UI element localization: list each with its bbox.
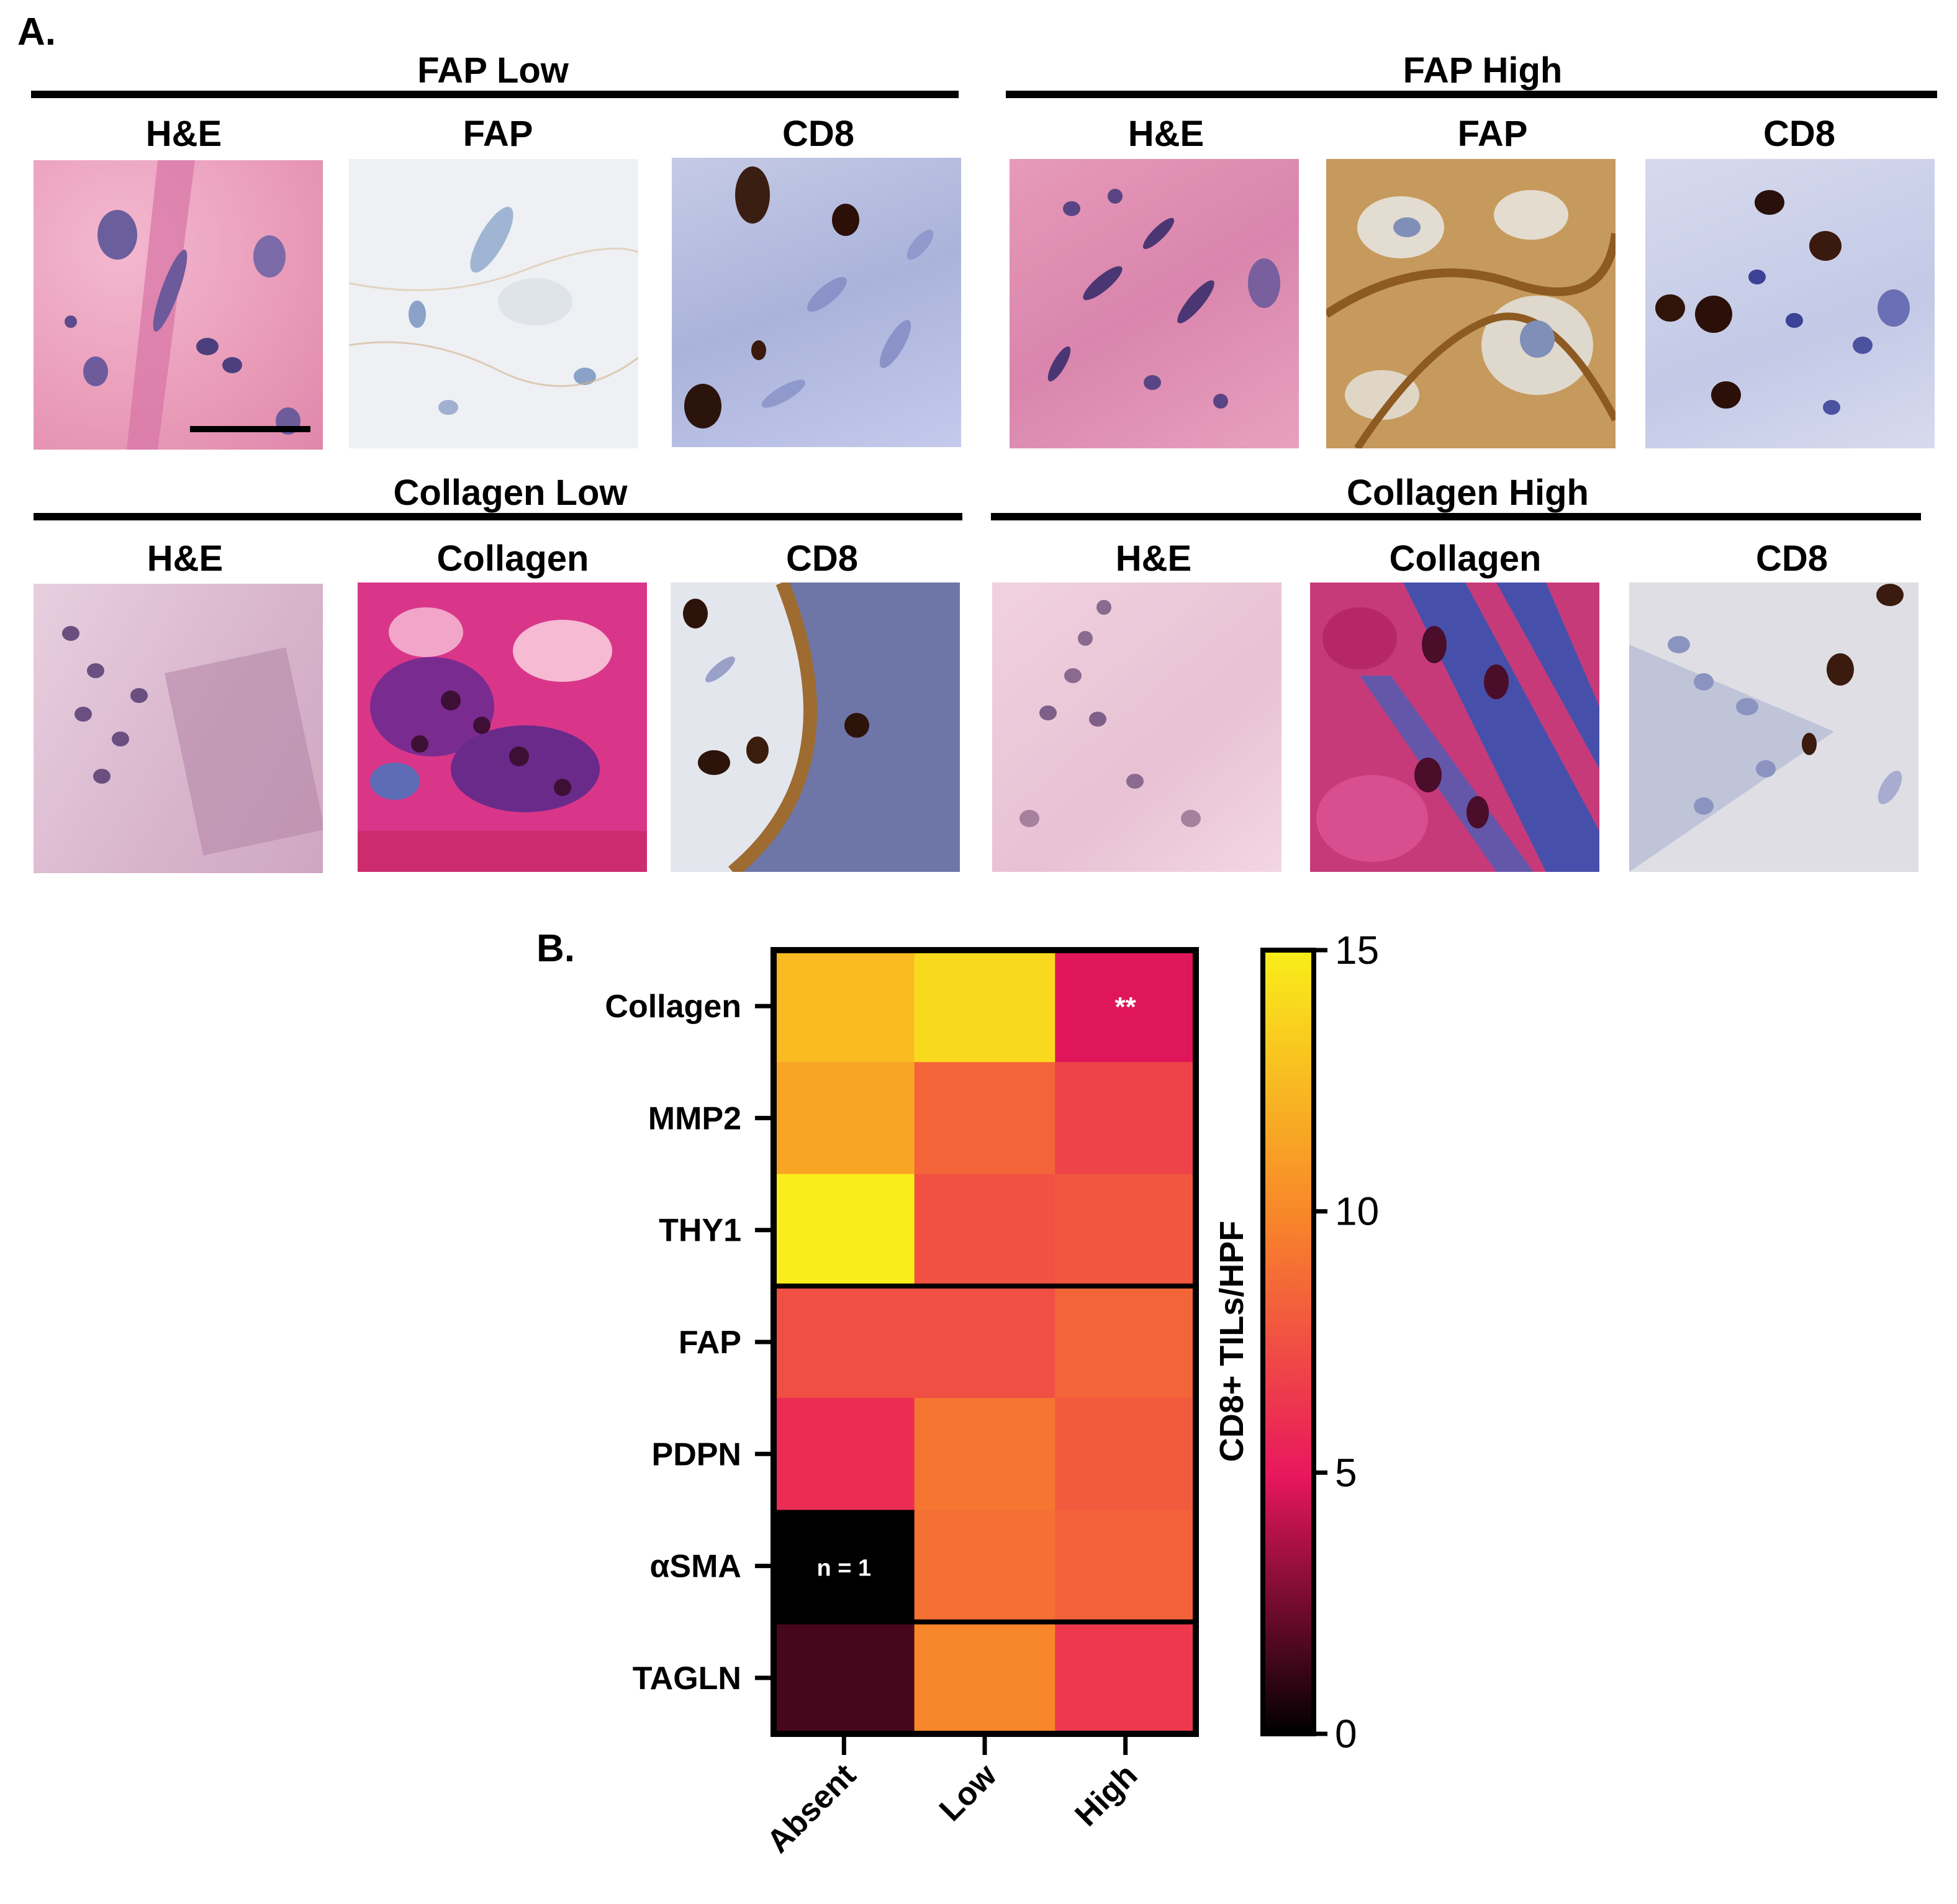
subtitle-collagen-low-collagen: Collagen bbox=[436, 538, 589, 579]
group-title-collagen-high: Collagen High bbox=[1347, 473, 1589, 513]
colorbar-tick-label: 5 bbox=[1335, 1450, 1357, 1495]
group-title-collagen-low: Collagen Low bbox=[393, 473, 628, 513]
micrograph-collagen-high-cd8 bbox=[1629, 583, 1919, 872]
heatmap-cell bbox=[774, 1285, 915, 1399]
y-tick-label: FAP bbox=[679, 1325, 741, 1361]
micrograph-fap-high-fap bbox=[1326, 159, 1616, 448]
colorbar-tick-label: 0 bbox=[1335, 1711, 1357, 1756]
group-rule-collagen-low bbox=[34, 513, 962, 520]
heatmap-cell bbox=[1055, 1398, 1196, 1510]
x-tick-label: High bbox=[1068, 1757, 1144, 1833]
micrograph-fap-low-he bbox=[34, 160, 323, 450]
subtitle-collagen-high-he: H&E bbox=[1115, 538, 1192, 579]
y-tick-label: αSMA bbox=[649, 1549, 741, 1585]
subtitle-collagen-low-he: H&E bbox=[147, 538, 224, 579]
y-tick-label: THY1 bbox=[659, 1213, 741, 1249]
heatmap-cell bbox=[914, 1285, 1055, 1399]
micrograph-fap-low-fap bbox=[349, 159, 638, 448]
subtitle-fap-low-fap: FAP bbox=[463, 114, 533, 154]
heatmap-cell bbox=[914, 1621, 1055, 1734]
heatmap-cell bbox=[914, 1174, 1055, 1287]
heatmap-cell bbox=[774, 1062, 915, 1175]
heatmap-cell bbox=[1055, 1510, 1196, 1623]
subtitle-collagen-low-cd8: CD8 bbox=[785, 538, 859, 579]
x-tick-label: Absent bbox=[760, 1757, 863, 1860]
micrograph-collagen-low-collagen bbox=[358, 583, 647, 872]
group-rule-fap-low bbox=[31, 91, 959, 98]
heatmap-cell bbox=[1055, 1621, 1196, 1734]
micrograph-collagen-high-he bbox=[992, 583, 1281, 872]
colorbar bbox=[1260, 948, 1316, 1736]
heatmap-cell bbox=[774, 950, 915, 1063]
group-title-fap-high: FAP High bbox=[1403, 50, 1563, 91]
heatmap-cell bbox=[774, 1398, 915, 1510]
subtitle-fap-low-cd8: CD8 bbox=[782, 114, 855, 154]
y-tick-label: TAGLN bbox=[633, 1661, 741, 1697]
micrograph-collagen-high-collagen bbox=[1310, 583, 1599, 872]
micrograph-collagen-low-he bbox=[34, 584, 323, 873]
micrograph-collagen-low-cd8 bbox=[671, 583, 960, 872]
colorbar-label: CD8+ TILs/HPF bbox=[1213, 1221, 1250, 1462]
subtitle-fap-high-fap: FAP bbox=[1457, 114, 1528, 154]
scale-bar bbox=[190, 426, 310, 432]
heatmap-cell bbox=[1055, 1174, 1196, 1287]
heatmap-cell bbox=[914, 1398, 1055, 1510]
y-tick-label: Collagen bbox=[605, 989, 741, 1025]
y-tick-label: PDPN bbox=[652, 1436, 741, 1472]
subtitle-fap-high-cd8: CD8 bbox=[1763, 114, 1836, 154]
micrograph-fap-high-cd8 bbox=[1645, 159, 1935, 448]
group-title-fap-low: FAP Low bbox=[417, 50, 569, 91]
y-tick-label: MMP2 bbox=[648, 1100, 741, 1136]
heatmap-cell bbox=[914, 1062, 1055, 1175]
panel-b-letter: B. bbox=[536, 927, 575, 970]
heatmap-cell bbox=[1055, 1062, 1196, 1175]
subtitle-collagen-high-collagen: Collagen bbox=[1389, 538, 1542, 579]
colorbar-tick-label: 15 bbox=[1335, 928, 1379, 972]
heatmap-cell bbox=[774, 1510, 915, 1623]
group-rule-fap-high bbox=[1006, 91, 1937, 98]
heatmap-cell bbox=[1055, 1285, 1196, 1399]
x-tick-label: Low bbox=[933, 1757, 1004, 1828]
subtitle-collagen-high-cd8: CD8 bbox=[1755, 538, 1828, 579]
heatmap-cell bbox=[914, 1510, 1055, 1623]
heatmap-cell bbox=[1055, 950, 1196, 1063]
subtitle-fap-low-he: H&E bbox=[145, 114, 222, 154]
heatmap-cell bbox=[774, 1621, 915, 1734]
heatmap-annotation: n = 1 bbox=[817, 1556, 872, 1582]
panel-a-letter: A. bbox=[17, 11, 56, 53]
heatmap-annotation: ** bbox=[1115, 992, 1137, 1022]
heatmap-cell bbox=[774, 1174, 915, 1287]
group-rule-collagen-high bbox=[991, 513, 1921, 520]
colorbar-tick-label: 10 bbox=[1335, 1189, 1379, 1234]
heatmap-cell bbox=[914, 950, 1055, 1063]
subtitle-fap-high-he: H&E bbox=[1128, 114, 1204, 154]
micrograph-fap-high-he bbox=[1010, 159, 1299, 448]
heatmap-border bbox=[771, 947, 1199, 1737]
micrograph-fap-low-cd8 bbox=[672, 158, 961, 447]
